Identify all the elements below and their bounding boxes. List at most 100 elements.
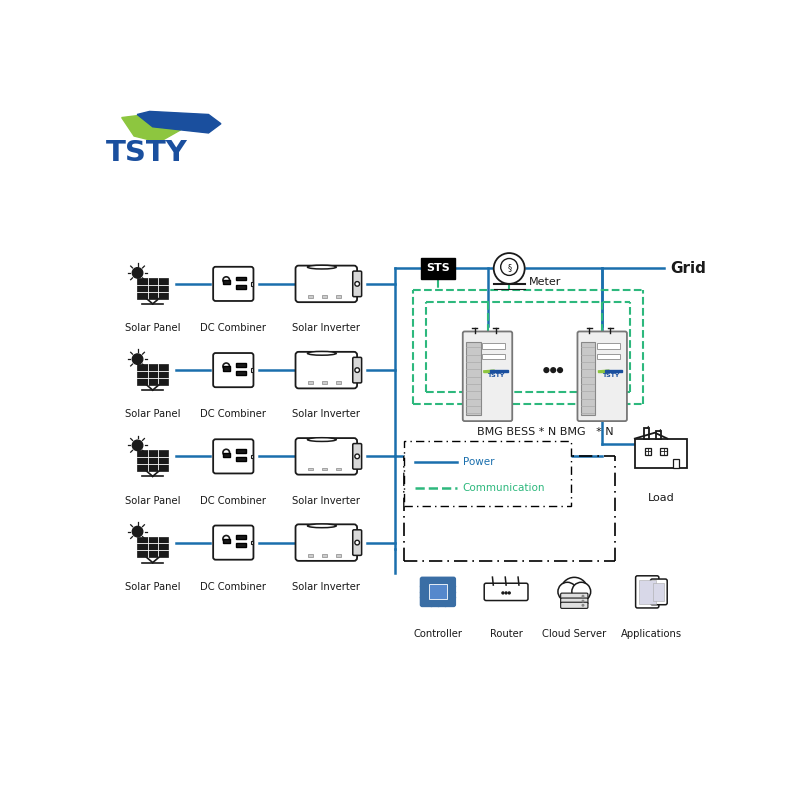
FancyBboxPatch shape <box>251 282 254 286</box>
Polygon shape <box>490 370 508 372</box>
FancyBboxPatch shape <box>404 441 571 506</box>
FancyBboxPatch shape <box>236 535 246 539</box>
Text: TSTY: TSTY <box>487 374 505 378</box>
FancyBboxPatch shape <box>336 382 341 384</box>
Circle shape <box>507 591 511 594</box>
FancyBboxPatch shape <box>236 362 246 366</box>
FancyBboxPatch shape <box>213 266 254 301</box>
FancyBboxPatch shape <box>635 438 687 468</box>
Text: DC Combiner: DC Combiner <box>200 496 266 506</box>
FancyBboxPatch shape <box>466 342 481 415</box>
FancyBboxPatch shape <box>597 354 620 359</box>
Circle shape <box>502 591 505 594</box>
FancyBboxPatch shape <box>636 576 659 608</box>
FancyBboxPatch shape <box>251 369 254 372</box>
Text: Applications: Applications <box>622 629 682 638</box>
FancyBboxPatch shape <box>644 428 649 438</box>
FancyBboxPatch shape <box>654 583 664 601</box>
Text: BMG BESS * N BMG   * N: BMG BESS * N BMG * N <box>477 426 613 437</box>
Text: Solar Inverter: Solar Inverter <box>292 323 360 334</box>
FancyBboxPatch shape <box>322 467 326 470</box>
Ellipse shape <box>307 266 336 269</box>
Text: DC Combiner: DC Combiner <box>200 323 266 334</box>
FancyBboxPatch shape <box>336 467 341 470</box>
Text: Router: Router <box>490 629 522 638</box>
Polygon shape <box>122 114 181 142</box>
FancyBboxPatch shape <box>308 295 313 298</box>
FancyBboxPatch shape <box>353 530 362 555</box>
FancyBboxPatch shape <box>236 457 246 461</box>
FancyBboxPatch shape <box>223 366 230 370</box>
FancyBboxPatch shape <box>236 277 246 281</box>
Circle shape <box>132 440 142 450</box>
FancyBboxPatch shape <box>236 285 246 289</box>
FancyBboxPatch shape <box>251 541 254 544</box>
FancyBboxPatch shape <box>308 554 313 557</box>
Circle shape <box>132 268 142 278</box>
Ellipse shape <box>307 524 336 528</box>
Circle shape <box>132 526 142 537</box>
FancyBboxPatch shape <box>322 295 326 298</box>
FancyBboxPatch shape <box>581 342 595 415</box>
Text: TSTY: TSTY <box>602 374 619 378</box>
Text: DC Combiner: DC Combiner <box>200 410 266 419</box>
Circle shape <box>355 368 359 373</box>
FancyBboxPatch shape <box>138 537 168 558</box>
Text: Solar Panel: Solar Panel <box>125 496 181 506</box>
FancyBboxPatch shape <box>223 538 230 543</box>
FancyBboxPatch shape <box>482 354 505 359</box>
Text: Solar Inverter: Solar Inverter <box>292 496 360 506</box>
Polygon shape <box>138 111 221 133</box>
Text: Meter: Meter <box>529 277 562 287</box>
Polygon shape <box>605 370 622 372</box>
FancyBboxPatch shape <box>295 266 357 302</box>
FancyBboxPatch shape <box>421 258 455 279</box>
FancyBboxPatch shape <box>353 271 362 297</box>
Circle shape <box>132 354 142 364</box>
FancyBboxPatch shape <box>353 443 362 469</box>
Circle shape <box>561 578 588 605</box>
Circle shape <box>355 454 359 458</box>
FancyBboxPatch shape <box>650 579 667 605</box>
Circle shape <box>355 540 359 545</box>
FancyBboxPatch shape <box>673 459 678 468</box>
FancyBboxPatch shape <box>213 353 254 387</box>
FancyBboxPatch shape <box>429 585 447 599</box>
Text: Solar Panel: Solar Panel <box>125 323 181 334</box>
FancyBboxPatch shape <box>138 450 168 471</box>
FancyBboxPatch shape <box>308 467 313 470</box>
FancyBboxPatch shape <box>223 453 230 457</box>
FancyBboxPatch shape <box>236 449 246 453</box>
FancyBboxPatch shape <box>336 554 341 557</box>
FancyBboxPatch shape <box>138 278 168 298</box>
Circle shape <box>550 367 556 373</box>
FancyBboxPatch shape <box>656 431 661 438</box>
Polygon shape <box>598 370 609 373</box>
Circle shape <box>582 604 585 606</box>
Text: STS: STS <box>426 263 450 274</box>
FancyBboxPatch shape <box>322 554 326 557</box>
Text: Power: Power <box>462 457 494 466</box>
FancyBboxPatch shape <box>213 526 254 560</box>
Text: §: § <box>507 263 511 272</box>
Circle shape <box>582 594 585 598</box>
Polygon shape <box>484 370 494 373</box>
FancyBboxPatch shape <box>597 343 620 349</box>
Text: Controller: Controller <box>414 629 462 638</box>
Circle shape <box>501 258 518 275</box>
FancyBboxPatch shape <box>561 598 588 604</box>
Circle shape <box>557 367 563 373</box>
FancyBboxPatch shape <box>561 602 588 608</box>
FancyBboxPatch shape <box>353 358 362 383</box>
Text: Solar Inverter: Solar Inverter <box>292 582 360 592</box>
Circle shape <box>355 282 359 286</box>
FancyBboxPatch shape <box>484 583 528 601</box>
FancyBboxPatch shape <box>295 438 357 474</box>
FancyBboxPatch shape <box>295 352 357 388</box>
FancyBboxPatch shape <box>661 447 667 454</box>
FancyBboxPatch shape <box>236 371 246 375</box>
Text: TSTY: TSTY <box>106 138 187 166</box>
FancyBboxPatch shape <box>645 447 651 454</box>
FancyBboxPatch shape <box>561 593 588 599</box>
Text: Cloud Server: Cloud Server <box>542 629 606 638</box>
